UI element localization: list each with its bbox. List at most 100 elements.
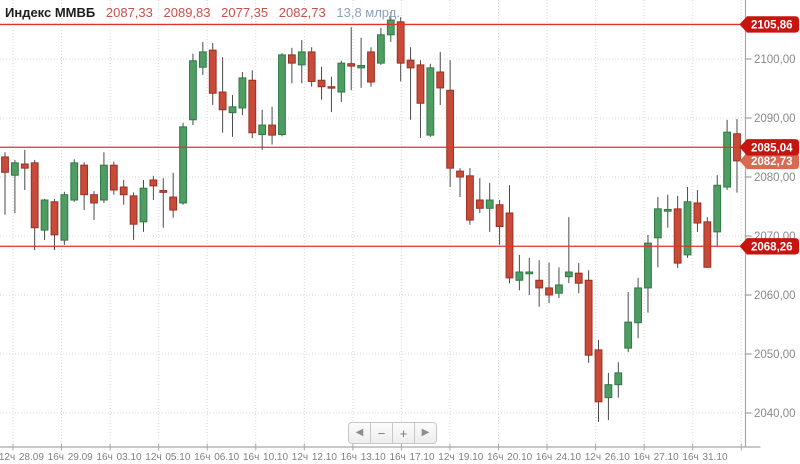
candle-up (376, 34, 385, 64)
candle-up (238, 77, 247, 109)
candle-down (149, 179, 158, 187)
x-axis-label: 12ч (438, 452, 454, 463)
x-axis-label: 27.10 (654, 452, 679, 463)
level-badge-label: 2068,26 (751, 241, 793, 253)
candle-up (624, 321, 633, 349)
volume-value: 13,8 млрд. (336, 5, 400, 20)
candle-up (228, 106, 237, 114)
x-axis-label: 19.10 (458, 452, 483, 463)
candle-down (367, 51, 375, 83)
candle-down (495, 204, 504, 228)
x-axis-label: 05.10 (165, 452, 190, 463)
x-axis-label: 29.09 (68, 452, 93, 463)
instrument-header: Индекс ММВБ 2087,33 2089,83 2077,35 2082… (5, 5, 400, 20)
scroll-left-button[interactable]: ◀ (349, 423, 370, 443)
plus-icon: + (399, 425, 408, 441)
candle-up (485, 199, 494, 209)
low-value: 2077,35 (221, 5, 269, 20)
candle-up (189, 60, 197, 121)
scroll-right-button[interactable]: ▶ (414, 423, 436, 443)
x-axis-label: 12.10 (312, 452, 337, 463)
candle-down (307, 51, 316, 82)
x-axis-label: 12ч (145, 452, 161, 463)
x-axis-label: 16ч (487, 452, 503, 463)
candle-down (466, 175, 474, 221)
x-axis-label: 12ч (292, 452, 308, 463)
candle-down (169, 196, 178, 211)
arrow-right-icon: ▶ (421, 427, 430, 438)
candle-down (574, 272, 583, 284)
x-axis-label: 16ч (634, 452, 650, 463)
candle-down (90, 194, 98, 204)
candle-down (208, 49, 217, 94)
candle-up (604, 384, 613, 399)
candle-down (396, 21, 405, 64)
y-tick-label: 2060,00 (754, 290, 796, 302)
last-price-badge-label: 2082,73 (751, 156, 793, 168)
candle-down (1, 156, 9, 173)
x-axis-label: 26.10 (605, 452, 630, 463)
candle-down (535, 279, 544, 289)
candle-down (446, 89, 455, 169)
candle-down (20, 163, 29, 169)
candle-down (406, 59, 415, 69)
candle-down (693, 202, 702, 224)
candle-down (119, 186, 128, 196)
candle-down (80, 164, 89, 196)
candle-down (218, 91, 227, 111)
level-badge (739, 16, 799, 33)
y-tick-label: 2080,00 (754, 172, 796, 184)
candle-down (327, 86, 336, 89)
candle-down (594, 349, 603, 403)
candle-up (614, 372, 623, 386)
x-axis-label: 16ч (48, 452, 64, 463)
candle-up (297, 51, 306, 66)
candle-up (663, 208, 672, 212)
candle-down (475, 199, 484, 209)
candle-up (555, 284, 563, 294)
candle-down (436, 71, 445, 89)
open-value: 2087,33 (105, 5, 153, 20)
candle-down (545, 287, 553, 296)
candle-up (258, 124, 267, 136)
level-badge (739, 139, 799, 156)
x-axis-label: 17.10 (410, 452, 435, 463)
candle-up (634, 287, 642, 324)
candle-up (278, 54, 286, 136)
candle-up (100, 164, 108, 201)
candle-down (673, 208, 682, 264)
x-axis-label: 03.10 (117, 452, 142, 463)
candle-down (159, 190, 168, 193)
candle-up (644, 242, 652, 289)
candle-up (357, 64, 366, 69)
x-axis-label: 31.10 (702, 452, 727, 463)
candle-down (317, 79, 326, 88)
candle-down (248, 79, 257, 134)
x-axis-label: 12ч (585, 452, 601, 463)
x-axis-label: 12ч (0, 452, 15, 463)
zoom-in-button[interactable]: + (392, 423, 414, 443)
minus-icon: − (377, 425, 386, 441)
high-value: 2089,83 (163, 5, 211, 20)
last-price-badge (739, 152, 799, 170)
y-tick-label: 2100,00 (754, 54, 796, 66)
candle-down (505, 212, 514, 279)
candle-down (287, 54, 296, 64)
candle-up (70, 162, 79, 201)
candle-up (683, 201, 692, 256)
y-tick-label: 2050,00 (754, 349, 796, 361)
zoom-out-button[interactable]: − (370, 423, 392, 443)
candle-up (564, 271, 573, 278)
candle-up (198, 51, 207, 68)
candle-down (50, 201, 59, 236)
x-axis-label: 28.09 (19, 452, 44, 463)
candle-down (129, 195, 138, 225)
x-axis-label: 16ч (389, 452, 405, 463)
candle-up (179, 126, 187, 204)
x-axis-label: 13.10 (361, 452, 386, 463)
y-tick-label: 2090,00 (754, 113, 796, 125)
x-axis-label: 16ч (243, 452, 259, 463)
candle-down (584, 279, 593, 356)
x-axis-label: 06.10 (214, 452, 239, 463)
